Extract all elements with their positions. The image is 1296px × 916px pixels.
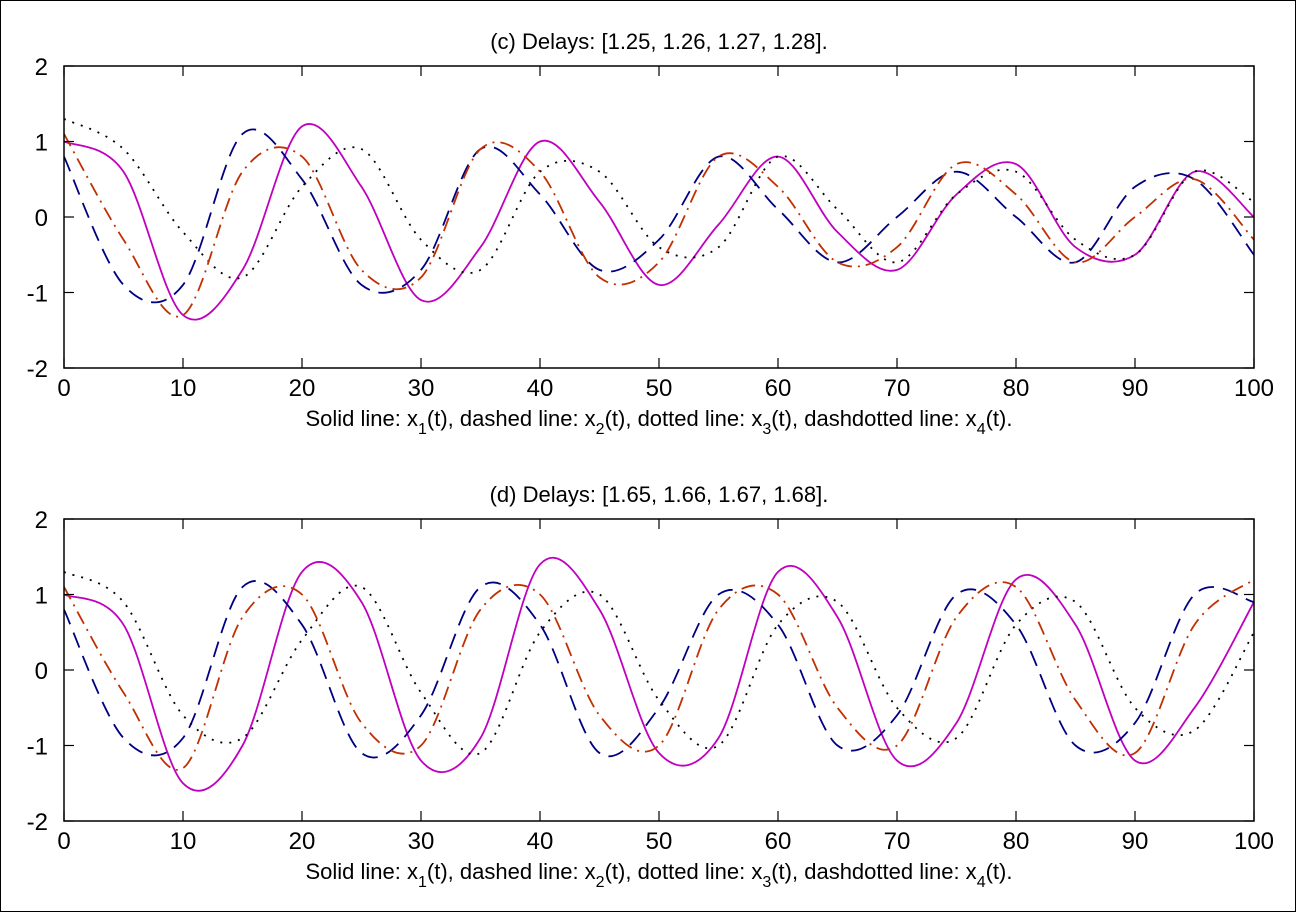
x-tick-label: 30 xyxy=(408,828,435,855)
x-axis-label-text: (t). xyxy=(986,859,1013,884)
series-line-dashdot xyxy=(64,133,1254,318)
x-axis-label: Solid line: x1(t), dashed line: x2(t), d… xyxy=(306,406,1013,438)
x-tick-label: 10 xyxy=(170,828,197,855)
series-line-dashdot xyxy=(64,578,1254,771)
x-tick-label: 80 xyxy=(1003,375,1030,402)
x-tick-label: 30 xyxy=(408,375,435,402)
series-group xyxy=(64,556,1254,792)
x-axis-label-text: Solid line: x xyxy=(306,859,419,884)
x-axis-label-text: (t), dotted line: x xyxy=(605,406,763,431)
x-axis-label-text: (t), dashdotted line: x xyxy=(771,406,976,431)
y-tick-label: -1 xyxy=(27,734,48,761)
series-line-dashed xyxy=(64,580,1254,759)
x-tick-label: 10 xyxy=(170,375,197,402)
y-tick-label: -1 xyxy=(27,281,48,308)
x-tick-label: 60 xyxy=(765,828,792,855)
x-axis-label-text: (t). xyxy=(986,406,1013,431)
x-tick-label: 20 xyxy=(289,828,316,855)
chart-title: (c) Delays: [1.25, 1.26, 1.27, 1.28]. xyxy=(490,29,828,54)
x-axis-label-subscript: 3 xyxy=(762,421,771,438)
series-group xyxy=(64,118,1254,321)
x-tick-label: 100 xyxy=(1234,828,1274,855)
x-tick-label: 40 xyxy=(527,828,554,855)
x-tick-label: 20 xyxy=(289,375,316,402)
y-tick-label: 2 xyxy=(35,54,48,81)
x-axis-label-subscript: 1 xyxy=(418,874,427,891)
axes-box xyxy=(63,65,1255,369)
y-tick-label: -2 xyxy=(27,809,48,836)
series-line-dotted xyxy=(64,118,1254,280)
x-tick-label: 50 xyxy=(646,375,673,402)
x-tick-label: 60 xyxy=(765,375,792,402)
series-line-dashed xyxy=(64,128,1254,304)
x-tick-label: 40 xyxy=(527,375,554,402)
y-tick-label: 1 xyxy=(35,583,48,610)
x-axis-label-text: (t), dashed line: x xyxy=(427,406,596,431)
x-axis-label-text: (t), dashed line: x xyxy=(427,859,596,884)
x-axis-label-subscript: 4 xyxy=(977,421,986,438)
chart-panel-d: (d) Delays: [1.65, 1.66, 1.67, 1.68].0 10… xyxy=(27,482,1274,891)
y-tick-label: 2 xyxy=(35,507,48,534)
x-tick-label: 70 xyxy=(884,828,911,855)
x-axis-label-text: (t), dotted line: x xyxy=(605,859,763,884)
x-axis-label-text: Solid line: x xyxy=(306,406,419,431)
x-tick-label: 50 xyxy=(646,828,673,855)
y-tick-label: 0 xyxy=(35,658,48,685)
series-line-solid xyxy=(64,123,1254,321)
x-axis-label-subscript: 3 xyxy=(762,874,771,891)
x-tick-label: 100 xyxy=(1234,375,1274,402)
series-line-dotted xyxy=(64,571,1254,756)
x-axis-label-subscript: 2 xyxy=(596,421,605,438)
x-tick-label: 90 xyxy=(1122,375,1149,402)
x-axis-label-subscript: 2 xyxy=(596,874,605,891)
x-tick-label: 80 xyxy=(1003,828,1030,855)
y-tick-label: 1 xyxy=(35,130,48,157)
x-axis-label-text: (t), dashdotted line: x xyxy=(771,859,976,884)
chart-title: (d) Delays: [1.65, 1.66, 1.67, 1.68]. xyxy=(490,482,829,507)
chart-panel-c: (c) Delays: [1.25, 1.26, 1.27, 1.28].0 10… xyxy=(27,29,1274,438)
x-tick-label: 90 xyxy=(1122,828,1149,855)
x-axis-label-subscript: 4 xyxy=(977,874,986,891)
x-tick-label: 0 xyxy=(57,375,70,402)
x-axis-label: Solid line: x1(t), dashed line: x2(t), d… xyxy=(306,859,1013,891)
axes-box xyxy=(63,518,1255,822)
x-tick-label: 70 xyxy=(884,375,911,402)
x-tick-label: 0 xyxy=(57,828,70,855)
y-tick-label: -2 xyxy=(27,356,48,383)
y-tick-label: 0 xyxy=(35,205,48,232)
series-line-solid xyxy=(64,556,1254,792)
x-axis-label-subscript: 1 xyxy=(418,421,427,438)
